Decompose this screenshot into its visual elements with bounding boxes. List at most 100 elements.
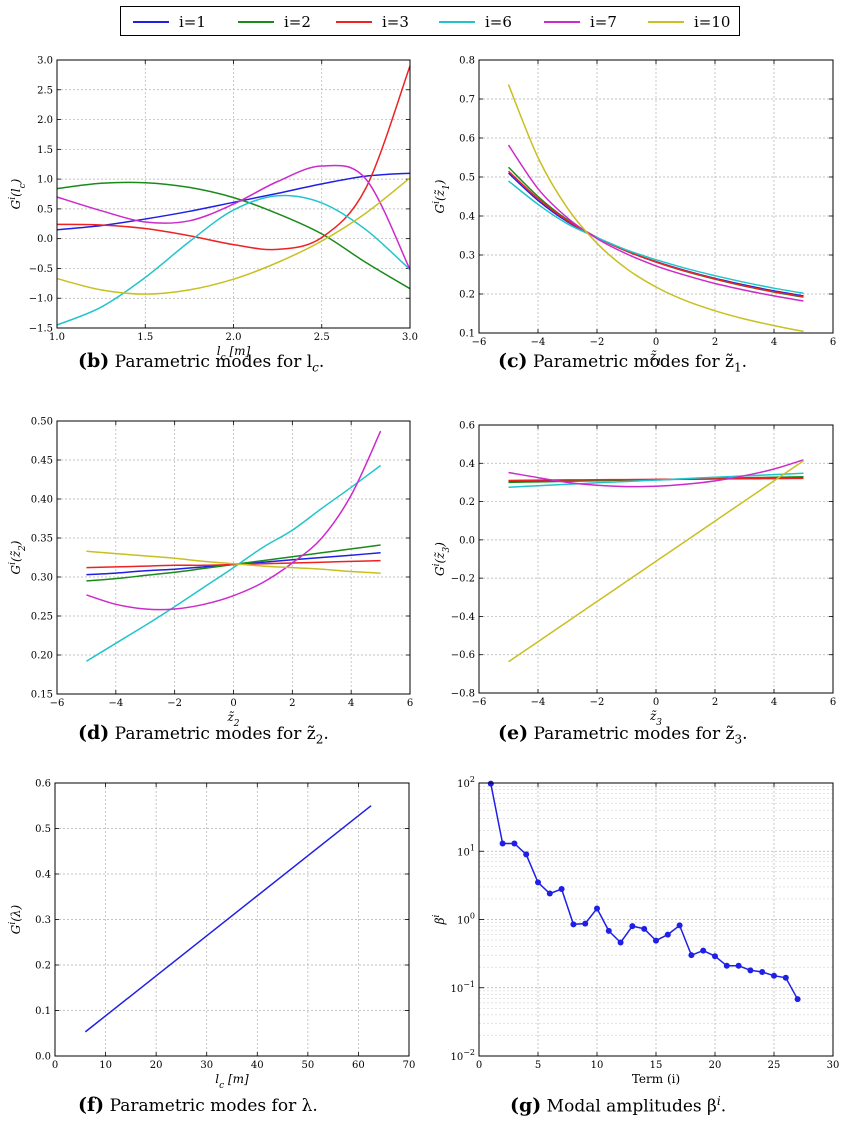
- series-line: [507, 144, 804, 302]
- y-tick-label: −0.4: [451, 612, 475, 623]
- y-tick-label: 0.45: [31, 456, 53, 467]
- data-point: [759, 969, 766, 976]
- data-point: [676, 922, 683, 929]
- y-axis-label: βi: [432, 914, 447, 925]
- chart-d: −6 −4 −2 0 2 4 6 0.15 0.20 0.25 0.30 0.35 0.40 0.45 0.…: [8, 417, 413, 730]
- panel-b: 1.0 1.5 2.0 2.5 3.0 −1.5 −1.0 −0.5 0.0 0.5 1.0 1.5 2…: [0, 45, 420, 364]
- series-line: [508, 460, 804, 663]
- y-tick-label: 100: [457, 912, 475, 927]
- plot-frame: [478, 59, 834, 334]
- series-line: [508, 459, 804, 488]
- legend-label: i=6: [485, 13, 512, 31]
- legend-label: i=7: [590, 13, 617, 31]
- x-tick-label: 2: [289, 698, 295, 709]
- data-point: [653, 937, 659, 944]
- x-tick-label: 10: [591, 1060, 604, 1071]
- y-axis-label: Gi(z̃3): [432, 542, 452, 576]
- plot-frame: [478, 782, 834, 1057]
- x-tick-label: −2: [167, 698, 182, 709]
- y-tick-label: 0.8: [459, 56, 475, 67]
- y-tick-label: 0.4: [459, 459, 475, 470]
- series-line: [56, 177, 411, 295]
- data-point: [499, 840, 506, 847]
- caption-c: (c) Parametric modes for z̃1.: [498, 350, 748, 375]
- x-tick-label: 6: [830, 337, 836, 348]
- data-point: [546, 890, 553, 897]
- legend-item: i=3: [336, 12, 409, 32]
- y-tick-label: 0.0: [459, 535, 475, 546]
- data-point: [594, 905, 600, 912]
- data-point: [735, 962, 742, 969]
- y-tick-label: −0.8: [451, 689, 475, 700]
- x-tick-label: 4: [348, 698, 354, 709]
- plot-frame: [56, 59, 411, 329]
- y-tick-label: 0.2: [35, 961, 51, 972]
- y-tick-label: 0.6: [459, 134, 475, 145]
- y-tick-label: 0.25: [31, 612, 53, 623]
- x-tick-label: −6: [472, 697, 487, 708]
- series-line: [56, 164, 411, 270]
- x-axis-label: z̃2: [226, 710, 239, 729]
- x-tick-label: 2.0: [226, 332, 242, 343]
- y-tick-label: −0.2: [451, 574, 475, 585]
- y-axis-label: Gi(lc): [8, 178, 28, 209]
- y-tick-label: 101: [457, 843, 475, 858]
- data-point: [570, 921, 577, 928]
- y-tick-label: 0.5: [35, 824, 51, 835]
- chart-c: −6 −4 −2 0 2 4 6 0.1 0.2 0.3 0.4 0.5 0.6 0.7 0.8 z̃1 Gi(…: [432, 56, 836, 369]
- y-tick-label: −1.5: [29, 324, 53, 335]
- y-tick-label: 1.5: [37, 145, 53, 156]
- chart-b: 1.0 1.5 2.0 2.5 3.0 −1.5 −1.0 −0.5 0.0 0.5 1.0 1.5 2…: [8, 56, 418, 364]
- data-point: [782, 974, 789, 981]
- legend-item: i=6: [439, 12, 512, 32]
- legend-label: i=3: [382, 13, 409, 31]
- x-tick-label: 60: [352, 1060, 365, 1071]
- x-tick-label: −6: [472, 337, 487, 348]
- plot-frame: [54, 782, 410, 1057]
- panel-c: −6 −4 −2 0 2 4 6 0.1 0.2 0.3 0.4 0.5 0.6 0.7 0.8 z̃1 Gi(…: [424, 45, 844, 369]
- panel-e: −6 −4 −2 0 2 4 6 −0.8 −0.6 −0.4 −0.2 0.0 0.2 0.4 0.6 z̃…: [424, 415, 844, 729]
- data-point: [629, 923, 636, 930]
- y-tick-label: 0.5: [459, 173, 475, 184]
- chart-legend: i=1 i=2 i=3 i=6 i=7 i=10: [120, 6, 740, 36]
- x-tick-label: 3.0: [402, 332, 418, 343]
- x-tick-label: −4: [108, 698, 123, 709]
- x-tick-label: 1.5: [137, 332, 153, 343]
- x-tick-label: 2: [712, 697, 718, 708]
- y-tick-label: 10−2: [450, 1048, 475, 1063]
- y-tick-label: 3.0: [37, 56, 53, 67]
- y-tick-label: 0.0: [37, 234, 53, 245]
- y-tick-label: 0.2: [459, 497, 475, 508]
- series-line: [56, 172, 411, 231]
- data-point: [558, 885, 565, 892]
- caption-d: (d) Parametric modes for z̃2.: [78, 722, 329, 747]
- y-tick-label: 0.3: [459, 251, 475, 262]
- legend-swatch: [648, 21, 684, 23]
- x-tick-label: 10: [99, 1060, 112, 1071]
- legend-label: i=1: [179, 13, 206, 31]
- x-tick-label: 25: [768, 1060, 781, 1071]
- data-point: [582, 920, 589, 927]
- y-tick-label: −1.0: [29, 294, 53, 305]
- y-tick-label: 0.40: [31, 495, 53, 506]
- x-axis-label: lc [m]: [215, 1072, 249, 1091]
- legend-item: i=1: [133, 12, 206, 32]
- data-point: [511, 840, 518, 847]
- series-line: [86, 559, 381, 569]
- data-point: [747, 967, 754, 974]
- y-tick-label: 0.30: [31, 573, 53, 584]
- series-line: [86, 550, 381, 574]
- y-tick-label: 0.4: [459, 212, 475, 223]
- x-tick-label: 4: [771, 337, 777, 348]
- x-axis-label: Term (i): [632, 1072, 680, 1086]
- x-tick-label: 1.0: [49, 332, 65, 343]
- x-tick-label: 0: [653, 337, 659, 348]
- x-tick-label: 2: [712, 337, 718, 348]
- x-tick-label: 30: [200, 1060, 213, 1071]
- x-tick-label: 0: [230, 698, 236, 709]
- data-point: [535, 879, 541, 886]
- y-tick-label: −0.6: [451, 650, 475, 661]
- y-tick-label: 0.15: [31, 690, 53, 701]
- x-tick-label: 40: [251, 1060, 264, 1071]
- legend-swatch: [133, 21, 169, 23]
